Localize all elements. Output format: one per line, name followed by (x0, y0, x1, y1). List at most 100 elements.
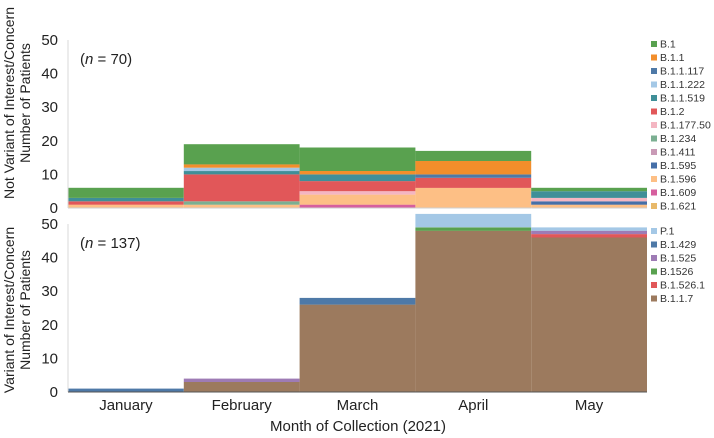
top-bar-B.1.2-March (299, 181, 416, 192)
bottom-legend-swatch-P.1 (651, 228, 657, 234)
bottom-n-annotation: (n = 137) (80, 235, 140, 252)
top-bar-B.1.1.117-April (415, 174, 532, 178)
bottom-y-tick-label: 0 (50, 384, 58, 401)
bottom-y-tick-label: 10 (41, 350, 58, 367)
top-bar-B.1.609-March (299, 204, 416, 208)
top-y-axis-title: Not Variant of Interest/Concern (1, 7, 17, 199)
bottom-bar-B.1.429-January (68, 388, 184, 392)
top-legend-swatch-B.1.1 (651, 54, 657, 61)
bottom-y-axis-title: Variant of Interest/Concern (1, 227, 17, 393)
top-bar-B.1.1.519-January (68, 197, 184, 202)
top-bar-B.1.2-January (68, 201, 184, 205)
top-bar-B.1.1.519-March (299, 174, 416, 182)
top-legend-swatch-B.1.234 (651, 135, 657, 142)
x-ticks: January February March April May (99, 397, 604, 414)
top-legend-swatch-B.1.411 (651, 149, 657, 155)
bottom-legend-label-P.1: P.1 (660, 226, 675, 238)
top-legend-swatch-B.1.2 (651, 108, 657, 115)
bottom-bar-B.1.1.7-April (415, 230, 532, 392)
bottom-bar-B.1.1.7-March (299, 304, 416, 392)
top-bar-B.1-January (68, 187, 184, 198)
top-bar-B.1-May (531, 187, 647, 192)
top-legend-swatch-B.1.1.519 (651, 95, 657, 101)
x-axis-title: Month of Collection (2021) (270, 418, 446, 435)
top-legend-swatch-B.1 (651, 41, 657, 47)
bottom-panel: Variant of Interest/Concern Number of Pa… (1, 213, 705, 401)
top-bar-B.1-March (299, 147, 416, 171)
bottom-y-tick-label: 40 (41, 250, 58, 267)
x-tick-label: January (99, 397, 153, 414)
top-y-tick-label: 10 (41, 166, 58, 183)
bottom-bar-B.1.429-March (299, 297, 416, 305)
top-bar-B.1.596-January (68, 204, 184, 208)
top-legend-label-B.1.596: B.1.596 (660, 174, 696, 186)
top-y-tick-label: 30 (41, 99, 58, 116)
top-legend-label-B.1: B.1 (660, 39, 676, 51)
top-legend-label-B.1.177.50: B.1.177.50 (660, 120, 711, 132)
top-bar-B.1.595-May (531, 201, 647, 205)
top-y-axis-subtitle: Number of Patients (17, 43, 33, 163)
x-tick-label: March (337, 397, 379, 414)
bottom-y-tick-label: 30 (41, 283, 58, 300)
bottom-legend-swatch-B.1.526.1 (651, 282, 657, 288)
top-bar-B.1.1-April (415, 161, 532, 175)
bottom-y-axis-subtitle: Number of Patients (17, 250, 33, 370)
bottom-legend-label-B.1.1.7: B.1.1.7 (660, 293, 693, 305)
top-n-annotation: (n = 70) (80, 51, 132, 68)
top-bar-B.1.1-February (183, 164, 300, 168)
top-bar-B.1-February (183, 144, 300, 165)
top-legend-swatch-B.1.1.117 (651, 68, 657, 74)
top-bar-B.1.234-February (183, 201, 300, 205)
top-legend-swatch-B.1.595 (651, 162, 657, 169)
top-legend-label-B.1.1: B.1.1 (660, 52, 685, 64)
bottom-y-ticks: 0 10 20 30 40 50 (41, 216, 58, 401)
top-legend-swatch-B.1.621 (651, 203, 657, 209)
top-bar-B.1.596-April (415, 187, 532, 208)
bottom-legend-swatch-B.1.525 (651, 255, 657, 261)
bottom-bar-B.1.1.7-May (531, 237, 647, 392)
top-legend-label-B.1.609: B.1.609 (660, 187, 696, 199)
x-tick-label: April (458, 397, 488, 414)
bottom-bar-P.1-April (415, 213, 532, 228)
top-y-ticks: 0 10 20 30 40 50 (41, 32, 58, 217)
bottom-bars (68, 213, 647, 393)
top-legend-label-B.1.234: B.1.234 (660, 133, 696, 145)
top-bar-B.1.596-May (531, 204, 647, 208)
bottom-bar-P.1-May (531, 227, 647, 231)
bottom-bar-B.1.525-February (183, 378, 300, 382)
top-legend-swatch-B.1.596 (651, 176, 657, 182)
top-bars (68, 144, 647, 209)
bottom-legend-label-B.1.526.1: B.1.526.1 (660, 280, 705, 292)
top-legend-swatch-B.1.177.50 (651, 122, 657, 128)
bottom-bar-B.1.525-May (531, 230, 647, 235)
top-legend-label-B.1.621: B.1.621 (660, 201, 696, 213)
top-bar-B.1.596-February (183, 204, 300, 208)
top-legend-label-B.1.1.222: B.1.1.222 (660, 79, 705, 91)
top-legend-label-B.1.1.519: B.1.1.519 (660, 93, 705, 105)
top-legend-label-B.1.595: B.1.595 (660, 160, 696, 172)
top-bar-B.1.1.222-February (183, 167, 300, 172)
bottom-bar-B.1526-April (415, 227, 532, 231)
top-legend-swatch-B.1.1.222 (651, 81, 657, 88)
bottom-legend-swatch-B.1.1.7 (651, 295, 657, 302)
bottom-legend-label-B.1.525: B.1.525 (660, 253, 696, 265)
top-bar-B.1.2-February (183, 174, 300, 202)
top-y-tick-label: 0 (50, 200, 58, 217)
top-legend-label-B.1.411: B.1.411 (660, 147, 696, 159)
top-bar-B.1.1-March (299, 171, 416, 175)
top-bar-B.1.177.50-March (299, 191, 416, 195)
bottom-legend-label-B.1.429: B.1.429 (660, 239, 696, 251)
top-panel: Not Variant of Interest/Concern Number o… (1, 7, 711, 217)
top-bar-B.1.2-April (415, 177, 532, 188)
top-bar-B.1.1.519-February (183, 171, 300, 175)
top-bar-B.1-April (415, 150, 532, 161)
top-bar-B.1.1.519-May (531, 191, 647, 198)
x-tick-label: May (575, 397, 604, 414)
bottom-bar-B.1.526.1-May (531, 234, 647, 238)
bottom-bar-B.1.1.7-February (183, 381, 300, 392)
top-legend-swatch-B.1.609 (651, 189, 657, 196)
bottom-legend-label-B.1526: B.1526 (660, 266, 693, 278)
bottom-legend-swatch-B.1.429 (651, 241, 657, 248)
